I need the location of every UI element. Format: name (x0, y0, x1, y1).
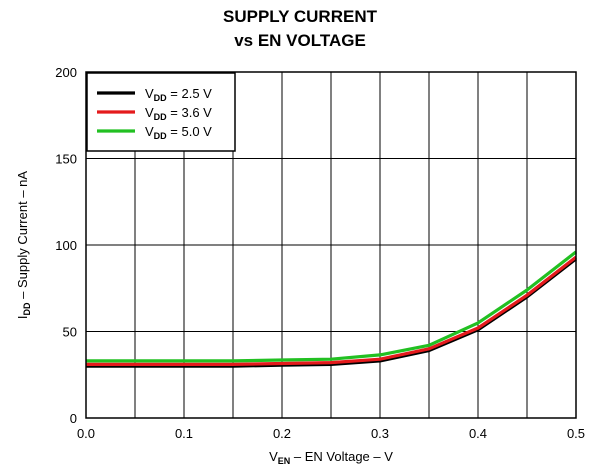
x-tick-label: 0.3 (371, 426, 389, 441)
legend: VDD = 2.5 V VDD = 3.6 V VDD = 5.0 V (86, 72, 236, 152)
x-tick-label: 0.4 (469, 426, 487, 441)
series-line-2 (86, 255, 577, 366)
chart-title-line-1: SUPPLY CURRENT (223, 7, 378, 26)
y-axis-label: IDD – Supply Current – nA (15, 171, 32, 319)
x-tick-label: 0.5 (567, 426, 585, 441)
y-tick-label: 200 (55, 65, 77, 80)
y-tick-labels: 0 50 100 150 200 (55, 65, 77, 426)
x-axis-label: VEN – EN Voltage – V (269, 449, 393, 466)
x-tick-labels: 0.0 0.1 0.2 0.3 0.4 0.5 (77, 426, 585, 441)
legend-entry: VDD = 2.5 V (145, 86, 212, 103)
plot-frame (85, 71, 577, 419)
x-tick-label: 0.1 (175, 426, 193, 441)
legend-entry: VDD = 3.6 V (145, 105, 212, 122)
series-line-3 (86, 250, 577, 363)
x-tick-label: 0.0 (77, 426, 95, 441)
y-tick-label: 50 (63, 325, 77, 340)
series-lines (86, 250, 577, 368)
chart-title: SUPPLY CURRENT vs EN VOLTAGE (223, 7, 378, 50)
y-tick-label: 150 (55, 152, 77, 167)
x-tick-label: 0.2 (273, 426, 291, 441)
y-tick-label: 0 (70, 411, 77, 426)
chart-title-line-2: vs EN VOLTAGE (234, 31, 366, 50)
legend-entry: VDD = 5.0 V (145, 124, 212, 141)
y-tick-label: 100 (55, 238, 77, 253)
